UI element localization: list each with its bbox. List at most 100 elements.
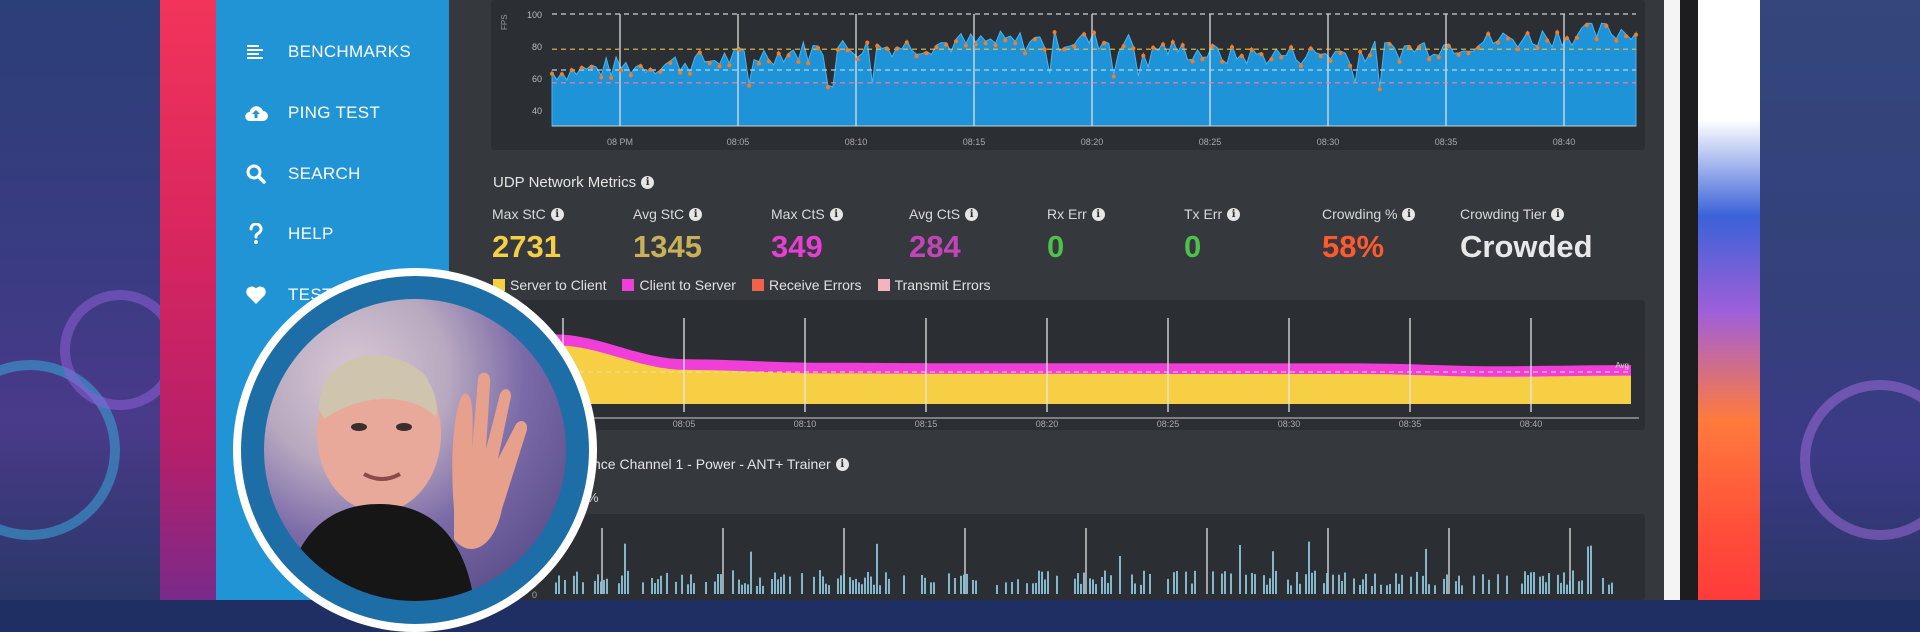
metric-value: 0 xyxy=(1047,229,1065,264)
data-point xyxy=(766,59,771,64)
info-icon[interactable]: i xyxy=(965,207,979,221)
legend-item-transmit-errors[interactable]: Transmit Errors xyxy=(877,277,991,293)
power-bar xyxy=(1542,575,1544,594)
data-point xyxy=(954,39,958,44)
x-tick-label: 08:35 xyxy=(1399,419,1422,429)
window-scrollbar[interactable] xyxy=(1680,0,1698,600)
power-bar xyxy=(1401,574,1403,594)
data-point xyxy=(1062,47,1067,52)
background-scene-right xyxy=(1760,0,1920,600)
data-point xyxy=(1466,51,1471,56)
sidebar-item-help[interactable]: HELP xyxy=(244,219,334,249)
data-point xyxy=(1525,31,1530,36)
info-icon[interactable]: i xyxy=(689,207,703,221)
cloud-upload-icon xyxy=(244,101,268,125)
power-bar xyxy=(1434,585,1436,594)
data-point xyxy=(1456,52,1461,57)
power-bar xyxy=(1149,573,1151,594)
legend-item-client-to-server[interactable]: Client to Server xyxy=(622,277,736,293)
data-point xyxy=(747,83,752,88)
power-bar xyxy=(861,584,863,594)
legend-item-receive-errors[interactable]: Receive Errors xyxy=(751,277,862,293)
data-point xyxy=(1417,45,1422,50)
info-icon[interactable]: i xyxy=(835,457,849,471)
main-content: FPS 100 80 60 40 08 PM 08:05 08:10 08:15 08:20 08:… xyxy=(449,0,1680,600)
x-tick-label: 08:25 xyxy=(1157,419,1180,429)
info-icon[interactable]: i xyxy=(1227,207,1241,221)
power-bar xyxy=(1425,548,1427,594)
data-point xyxy=(579,66,584,70)
power-bar xyxy=(819,570,821,594)
power-bar xyxy=(1272,551,1274,594)
data-point xyxy=(589,65,594,69)
power-bar xyxy=(843,574,845,594)
power-bar xyxy=(1194,570,1196,594)
sidebar-item-label: PING TEST xyxy=(288,103,381,122)
data-point xyxy=(1505,36,1510,41)
list-icon xyxy=(244,40,268,64)
data-point xyxy=(1515,47,1520,52)
power-bar xyxy=(555,582,557,594)
power-bar xyxy=(606,578,608,594)
power-bar xyxy=(1191,583,1193,594)
power-bar xyxy=(828,585,830,594)
power-bar xyxy=(1359,584,1361,594)
sidebar-item-benchmarks[interactable]: BENCHMARKS xyxy=(244,37,411,67)
info-icon[interactable]: i xyxy=(829,207,843,221)
data-point xyxy=(599,75,604,80)
power-bar xyxy=(1455,581,1457,594)
info-icon[interactable]: i xyxy=(1551,207,1565,221)
data-point xyxy=(1161,42,1165,47)
data-point xyxy=(835,47,840,52)
power-bar xyxy=(954,578,956,594)
data-point xyxy=(1200,57,1205,62)
power-bar xyxy=(1083,572,1085,594)
power-bar xyxy=(621,575,623,594)
data-point xyxy=(1476,45,1481,50)
power-bar xyxy=(960,575,962,594)
metric-label: Crowding % i xyxy=(1322,205,1416,223)
power-bar xyxy=(618,583,620,594)
data-point xyxy=(1367,53,1372,58)
power-bar xyxy=(1305,574,1307,594)
metric-label: Tx Err i xyxy=(1184,205,1241,223)
data-point xyxy=(1023,51,1027,56)
power-bar xyxy=(1119,555,1121,594)
fps-series-area xyxy=(551,22,1637,127)
sidebar-item-ping-test[interactable]: PING TEST xyxy=(244,98,380,128)
power-bar xyxy=(924,577,926,594)
power-bar xyxy=(1572,570,1574,594)
power-bar xyxy=(705,582,707,594)
x-tick-label: 08:05 xyxy=(673,419,696,429)
metric-label: Max CtS i xyxy=(771,205,843,223)
data-point xyxy=(569,68,574,73)
power-bar xyxy=(582,582,584,594)
data-point xyxy=(1338,51,1343,55)
metric-crowding: Crowding % i 58% xyxy=(1322,205,1416,265)
sidebar-item-search[interactable]: SEARCH xyxy=(244,159,361,189)
info-icon[interactable]: i xyxy=(550,207,564,221)
power-bar xyxy=(1557,574,1559,594)
info-icon[interactable]: i xyxy=(1402,207,1416,221)
y-tick-label: 60 xyxy=(532,74,542,84)
power-bar xyxy=(885,572,887,594)
data-point xyxy=(1249,47,1254,52)
power-bar xyxy=(933,582,935,594)
power-bar xyxy=(1611,582,1613,594)
y-tick-label: 80 xyxy=(532,42,542,52)
info-icon[interactable]: i xyxy=(641,176,655,189)
laptop-bezel xyxy=(1664,0,1760,600)
data-point xyxy=(1545,38,1550,43)
power-bar xyxy=(564,579,566,594)
power-bar xyxy=(573,575,575,594)
data-point xyxy=(658,69,663,74)
data-point xyxy=(1387,42,1392,47)
legend-item-server-to-client[interactable]: Server to Client xyxy=(493,277,606,293)
power-bar xyxy=(813,576,815,594)
metric-rx-err: Rx Err i 0 xyxy=(1047,205,1105,265)
data-point xyxy=(678,70,683,75)
power-bar xyxy=(1092,579,1094,594)
info-icon[interactable]: i xyxy=(1091,207,1105,221)
power-bar xyxy=(1428,584,1430,594)
